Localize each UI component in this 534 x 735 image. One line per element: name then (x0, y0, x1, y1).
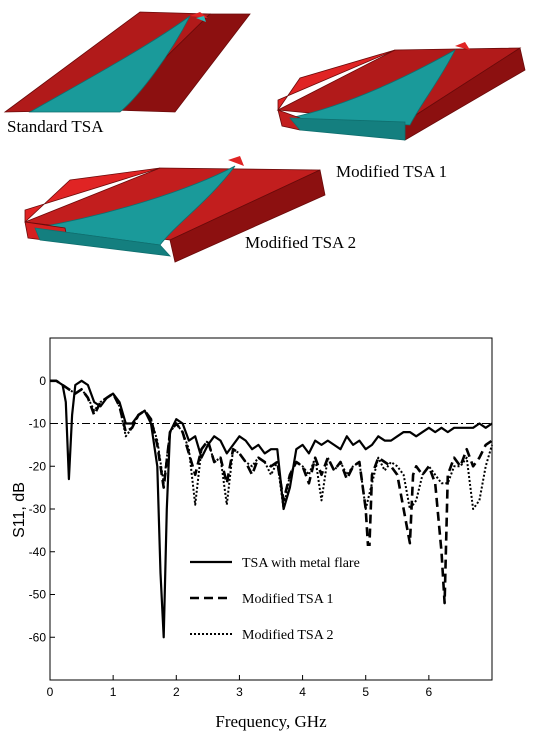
x-tick-label: 5 (362, 685, 369, 699)
antenna-illustrations (3, 11, 526, 263)
label-modified-tsa-1: Modified TSA 1 (336, 162, 448, 181)
s11-chart: 0 1 2 3 4 5 6 0 -10 -20 -30 -40 -50 -60 S11, dB Freq… (11, 337, 493, 731)
x-tick-label: 1 (110, 685, 117, 699)
y-tick-label: -20 (29, 459, 47, 473)
x-tick-label: 3 (236, 685, 243, 699)
y-tick-label: -50 (29, 588, 47, 602)
x-tick-label: 0 (47, 685, 54, 699)
y-axis-title: S11, dB (11, 482, 28, 538)
modified-tsa-1-model (276, 42, 526, 141)
x-tick-label: 6 (426, 685, 433, 699)
legend: TSA with metal flare Modified TSA 1 Modifi… (182, 546, 382, 656)
standard-tsa-model (3, 11, 251, 113)
label-standard-tsa: Standard TSA (7, 117, 104, 136)
legend-label-1: TSA with metal flare (242, 556, 360, 571)
legend-background (182, 546, 382, 656)
y-tick-label: 0 (39, 374, 46, 388)
y-tick-label: -10 (29, 417, 47, 431)
modified-tsa-2-model (24, 156, 326, 263)
legend-label-2: Modified TSA 1 (242, 592, 334, 607)
x-tick-label: 4 (299, 685, 306, 699)
y-tick-label: -60 (29, 630, 47, 644)
label-modified-tsa-2: Modified TSA 2 (245, 233, 357, 252)
series-layer (50, 379, 493, 639)
y-tick-label: -40 (29, 545, 47, 559)
x-tick-label: 2 (173, 685, 180, 699)
x-axis-ticks: 0 1 2 3 4 5 6 (47, 675, 433, 699)
x-axis-title: Frequency, GHz (215, 712, 327, 731)
y-tick-label: -30 (29, 502, 47, 516)
y-axis-ticks: 0 -10 -20 -30 -40 -50 -60 (29, 374, 55, 644)
legend-label-3: Modified TSA 2 (242, 628, 334, 643)
